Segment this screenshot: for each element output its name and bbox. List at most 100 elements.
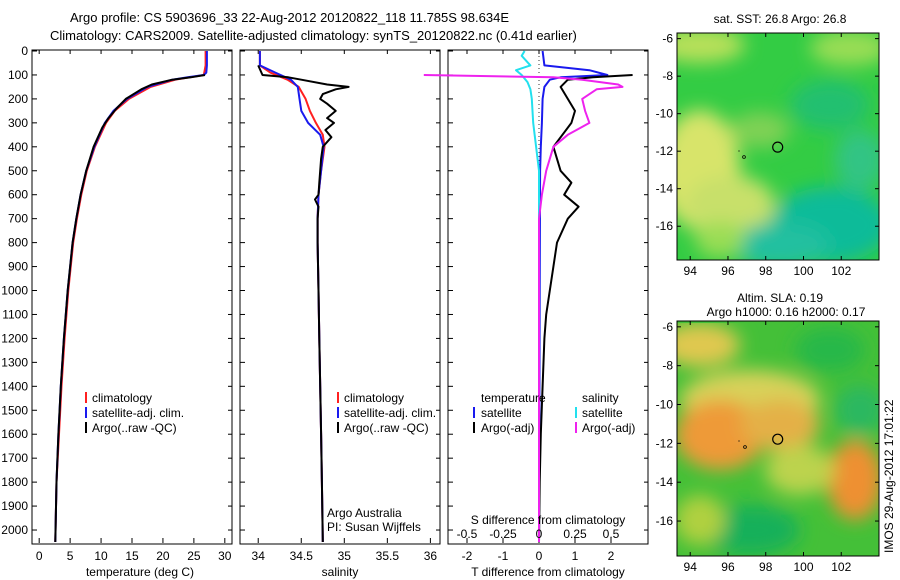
s-tick-label: 0.25 bbox=[563, 527, 587, 541]
lat-tick-label: -14 bbox=[656, 475, 674, 489]
s-tick-label: 0 bbox=[536, 527, 543, 541]
salinity-x-label: salinity bbox=[322, 565, 359, 579]
salinity-panel: 34 34.5 35 35.5 36 climatology satellite-adj… bbox=[239, 49, 441, 579]
series-line-t-argo-adj- bbox=[538, 74, 633, 543]
lat-tick-label: -14 bbox=[656, 182, 674, 196]
sla-map-title-2: Argo h1000: 0.16 h2000: 0.17 bbox=[707, 305, 866, 319]
track-dot bbox=[743, 445, 747, 449]
imos-timestamp: IMOS 29-Aug-2012 17:01:22 bbox=[882, 399, 896, 553]
x-tick-label: 25 bbox=[187, 549, 201, 563]
x-tick-label: 35.5 bbox=[376, 549, 400, 563]
legend-t-argo: Argo(-adj) bbox=[481, 421, 534, 435]
series-line-s-argo-adj- bbox=[423, 74, 624, 542]
t-difference-label: T difference from climatology bbox=[471, 565, 625, 579]
sst-map-axes: 94 96 98 100 102 -6 -8 -10 -12 -14 -16 bbox=[656, 32, 879, 278]
legend-s-satellite: satellite bbox=[582, 406, 623, 420]
temperature-legend: climatology satellite-adj. clim. Argo(..… bbox=[85, 391, 184, 435]
lon-tick-label: 98 bbox=[759, 560, 773, 574]
depth-tick-label: 1700 bbox=[1, 451, 28, 465]
sla-map-frame bbox=[676, 320, 880, 557]
s-tick-label: -0.5 bbox=[457, 527, 478, 541]
legend-argo: Argo(..raw -QC) bbox=[344, 421, 429, 435]
depth-tick-label: 1300 bbox=[1, 355, 28, 369]
temperature-series bbox=[54, 51, 208, 543]
difference-legend: temperature satellite Argo(-adj) salinit… bbox=[473, 391, 635, 435]
series-line-s-satellite bbox=[515, 50, 540, 542]
lat-tick-label: -16 bbox=[656, 514, 674, 528]
track-dot bbox=[742, 155, 746, 159]
depth-tick-label: 500 bbox=[8, 164, 28, 178]
argo-position-marker bbox=[772, 141, 784, 153]
depth-tick-label: 2000 bbox=[1, 523, 28, 537]
lon-tick-label: 94 bbox=[684, 264, 698, 278]
difference-series bbox=[423, 50, 633, 543]
temperature-panel: 0100200300400500600700800900100011001200… bbox=[1, 44, 233, 579]
depth-tick-label: 1100 bbox=[2, 307, 28, 321]
depth-tick-label: 300 bbox=[8, 116, 28, 130]
annotation-argo-australia: Argo Australia bbox=[327, 506, 402, 520]
lon-tick-label: 96 bbox=[721, 264, 735, 278]
lat-tick-label: -6 bbox=[662, 32, 673, 46]
sla-map: Altim. SLA: 0.19 Argo h1000: 0.16 h2000:… bbox=[656, 291, 880, 574]
lon-tick-label: 100 bbox=[793, 264, 813, 278]
x-tick-label: 34 bbox=[252, 549, 266, 563]
salinity-x-axis: 34 34.5 35 35.5 36 bbox=[252, 50, 438, 563]
lat-tick-label: -8 bbox=[662, 359, 673, 373]
depth-tick-label: 1200 bbox=[1, 331, 28, 345]
lat-tick-label: -6 bbox=[662, 320, 673, 334]
title-line-1: Argo profile: CS 5903696_33 22-Aug-2012 … bbox=[70, 10, 509, 25]
sla-map-axes: 94 96 98 100 102 -6 -8 -10 -12 -14 -16 bbox=[656, 320, 879, 574]
x-tick-label: 36 bbox=[424, 549, 438, 563]
salinity-depth-ticks bbox=[240, 50, 440, 531]
x-tick-label: -1 bbox=[498, 549, 509, 563]
depth-tick-label: 100 bbox=[8, 68, 28, 82]
lat-tick-label: -16 bbox=[656, 219, 674, 233]
legend-salinity-head: salinity bbox=[582, 391, 619, 405]
s-tick-label: -0.25 bbox=[489, 527, 517, 541]
salinity-legend: climatology satellite-adj. clim. Argo(..… bbox=[337, 391, 436, 435]
lon-tick-label: 102 bbox=[831, 560, 851, 574]
lon-tick-label: 98 bbox=[759, 264, 773, 278]
legend-climatology: climatology bbox=[344, 391, 404, 405]
depth-tick-label: 1400 bbox=[1, 379, 28, 393]
title-line-2: Climatology: CARS2009. Satellite-adjuste… bbox=[50, 28, 577, 43]
legend-temperature-head: temperature bbox=[481, 391, 546, 405]
legend-argo: Argo(..raw -QC) bbox=[92, 421, 177, 435]
temperature-x-label: temperature (deg C) bbox=[86, 565, 194, 579]
depth-tick-label: 1600 bbox=[1, 427, 28, 441]
depth-tick-label: 1500 bbox=[1, 403, 28, 417]
s-tick-label: 0.5 bbox=[603, 527, 620, 541]
depth-tick-label: 0 bbox=[21, 44, 28, 58]
lat-tick-label: -10 bbox=[656, 107, 674, 121]
lat-tick-label: -10 bbox=[656, 398, 674, 412]
legend-s-argo: Argo(-adj) bbox=[582, 421, 635, 435]
depth-axis: 0 100 200 300 400 500 600 700 800 900 1000 1100 1200… bbox=[1, 44, 232, 537]
depth-tick-label: 1000 bbox=[1, 284, 28, 298]
legend-satellite: satellite-adj. clim. bbox=[344, 406, 436, 420]
lon-tick-label: 102 bbox=[831, 264, 851, 278]
lon-tick-label: 94 bbox=[684, 560, 698, 574]
x-tick-label: 0 bbox=[36, 549, 43, 563]
x-tick-label: -2 bbox=[462, 549, 473, 563]
series-line-argo-raw-qc- bbox=[257, 64, 350, 543]
sst-field bbox=[677, 33, 879, 260]
lat-tick-label: -8 bbox=[662, 69, 673, 83]
x-tick-label: 5 bbox=[67, 549, 74, 563]
s-difference-label: S difference from climatology bbox=[471, 513, 626, 527]
salinity-series bbox=[257, 51, 350, 543]
depth-tick-label: 600 bbox=[8, 188, 28, 202]
legend-t-satellite: satellite bbox=[481, 406, 522, 420]
track-point bbox=[738, 440, 740, 442]
depth-tick-label: 200 bbox=[8, 92, 28, 106]
s-difference-ticks: -0.5 -0.25 0 0.25 0.5 bbox=[457, 527, 620, 541]
difference-panel: -2 -1 0 1 2 -0.5 -0.25 0 0.25 0.5 temperature sa… bbox=[423, 49, 649, 579]
temperature-x-axis: 0 5 10 15 20 25 30 bbox=[36, 50, 232, 563]
annotation-pi: PI: Susan Wijffels bbox=[327, 520, 421, 534]
x-tick-label: 30 bbox=[218, 549, 232, 563]
sla-field bbox=[677, 321, 879, 556]
x-tick-label: 1 bbox=[572, 549, 579, 563]
lat-tick-label: -12 bbox=[656, 436, 674, 450]
sst-map: sat. SST: 26.8 Argo: 26.8 94 96 98 100 102 -6… bbox=[656, 12, 880, 278]
sla-map-title-1: Altim. SLA: 0.19 bbox=[737, 291, 823, 305]
legend-climatology: climatology bbox=[92, 391, 152, 405]
